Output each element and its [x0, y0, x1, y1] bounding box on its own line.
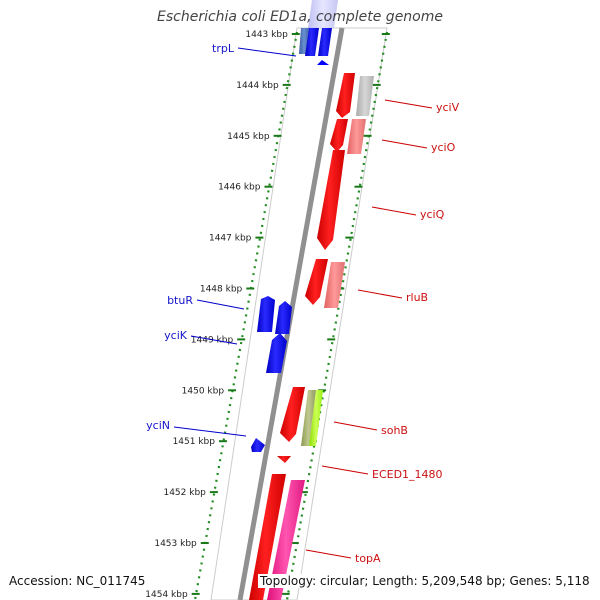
dotted-lane-right: [285, 31, 389, 600]
gene-yciQ: [317, 150, 345, 250]
gene-ECED1_1480: [277, 456, 291, 463]
label-yciO[interactable]: yciO: [431, 141, 456, 154]
label-yciN[interactable]: yciN: [146, 419, 170, 432]
tick-label: 1453 kbp: [154, 539, 197, 549]
tick-label: 1448 kbp: [200, 285, 243, 295]
accession-text: Accession: NC_011745: [7, 574, 148, 588]
label-ECED1_1480[interactable]: ECED1_1480: [372, 468, 443, 481]
label-yciV[interactable]: yciV: [436, 101, 460, 114]
tick-label: 1443 kbp: [245, 30, 288, 40]
label-rluB[interactable]: rluB: [406, 291, 428, 304]
gene-topA: [249, 474, 305, 600]
label-sohB[interactable]: sohB: [381, 424, 408, 437]
label-btuR[interactable]: btuR: [167, 294, 193, 307]
gene-rluB: [305, 259, 345, 308]
label-topA[interactable]: topA: [355, 552, 381, 565]
trpL-arrow: [317, 60, 329, 65]
gene-top-fragment: [299, 0, 338, 65]
genome-title: Escherichia coli ED1a, complete genome: [157, 9, 443, 25]
tick-label: 1444 kbp: [236, 81, 279, 91]
gene-yciV: [336, 73, 374, 118]
tick-label: 1451 kbp: [173, 437, 216, 447]
gene-yciO: [330, 119, 366, 154]
tick-label: 1450 kbp: [182, 386, 225, 396]
gene-yciN: [251, 438, 265, 452]
kbp-scale: 1443 kbp 1444 kbp 1445 kbp 1446 kbp 1447 kbp…: [145, 30, 390, 600]
tick-label: 1445 kbp: [227, 132, 270, 142]
gene-yciK: [266, 333, 287, 373]
genome-band: [210, 27, 388, 600]
tick-label: 1446 kbp: [218, 183, 261, 193]
topology-text: Topology: circular; Length: 5,209,548 bp…: [258, 574, 592, 588]
tick-label: 1452 kbp: [163, 488, 206, 498]
label-yciK[interactable]: yciK: [164, 329, 188, 342]
label-trpL[interactable]: trpL: [212, 42, 235, 55]
dotted-lane-left: [193, 31, 299, 600]
label-yciQ[interactable]: yciQ: [420, 208, 445, 221]
gene-sohB: [280, 387, 323, 446]
tick-label: 1447 kbp: [209, 234, 252, 244]
tick-label: 1449 kbp: [191, 335, 234, 345]
tick-label: 1454 kbp: [145, 590, 188, 600]
gene-btuR: [257, 296, 292, 334]
